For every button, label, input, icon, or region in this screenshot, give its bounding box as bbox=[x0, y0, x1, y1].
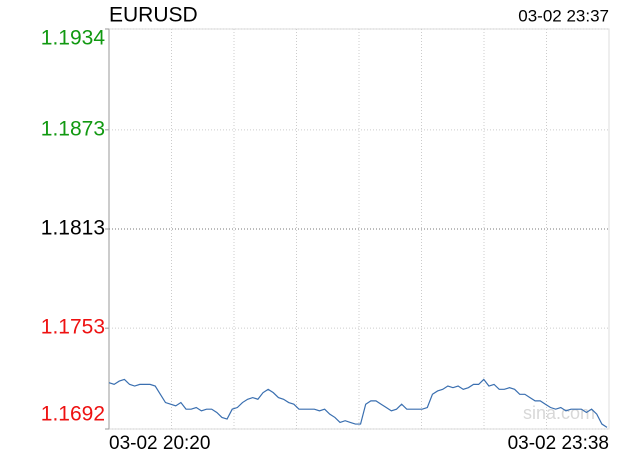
y-tick-label: 1.1813 bbox=[41, 217, 105, 240]
y-tick-label: 1.1873 bbox=[41, 117, 105, 140]
timestamp: 03-02 23:37 bbox=[518, 6, 609, 25]
x-tick-label: 03-02 23:38 bbox=[508, 433, 609, 454]
price-line bbox=[108, 378, 608, 428]
x-tick-label: 03-02 20:20 bbox=[109, 433, 210, 454]
y-tick-label: 1.1753 bbox=[41, 316, 105, 339]
chart-title: EURUSD bbox=[109, 4, 198, 27]
watermark: sina.com bbox=[523, 403, 595, 423]
y-tick-label: 1.1692 bbox=[41, 403, 105, 426]
y-tick-label: 1.1934 bbox=[41, 27, 106, 50]
